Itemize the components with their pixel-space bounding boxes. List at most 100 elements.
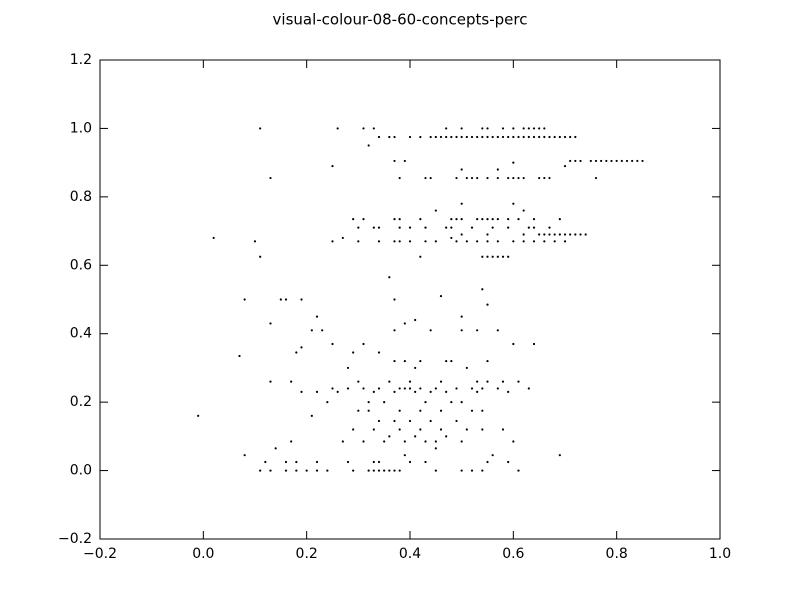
point bbox=[393, 159, 396, 163]
x-tick-label: 0.2 bbox=[296, 546, 318, 562]
point bbox=[331, 342, 334, 346]
point bbox=[501, 127, 505, 130]
point bbox=[460, 329, 463, 332]
point bbox=[553, 240, 556, 243]
point bbox=[372, 460, 375, 464]
point bbox=[429, 419, 432, 423]
point bbox=[491, 226, 494, 229]
point bbox=[439, 428, 443, 431]
point bbox=[455, 419, 458, 423]
point bbox=[538, 176, 541, 180]
point bbox=[460, 202, 463, 205]
point bbox=[569, 135, 572, 139]
point bbox=[321, 329, 324, 332]
point bbox=[600, 159, 603, 163]
point bbox=[398, 217, 401, 221]
point bbox=[563, 164, 567, 168]
point bbox=[357, 380, 360, 383]
point bbox=[574, 159, 577, 163]
point bbox=[434, 209, 437, 212]
point bbox=[424, 176, 427, 180]
point bbox=[517, 217, 520, 221]
point bbox=[393, 329, 396, 332]
point bbox=[496, 329, 499, 332]
point bbox=[481, 135, 484, 139]
point bbox=[377, 240, 381, 243]
point bbox=[388, 276, 391, 279]
point bbox=[352, 351, 355, 354]
point bbox=[476, 390, 479, 393]
point bbox=[476, 217, 479, 221]
point bbox=[507, 390, 510, 393]
point bbox=[532, 226, 536, 229]
point bbox=[491, 217, 494, 221]
point bbox=[445, 127, 448, 130]
point bbox=[398, 428, 401, 431]
point bbox=[243, 298, 246, 301]
point bbox=[543, 135, 546, 139]
point bbox=[269, 176, 272, 180]
point bbox=[238, 354, 241, 358]
point bbox=[460, 401, 463, 404]
point bbox=[408, 419, 412, 423]
point bbox=[450, 401, 453, 404]
point bbox=[414, 390, 417, 393]
point bbox=[284, 460, 288, 464]
point bbox=[424, 440, 427, 443]
point bbox=[377, 387, 381, 390]
point bbox=[465, 428, 468, 431]
point bbox=[543, 176, 546, 180]
point bbox=[460, 127, 463, 130]
point bbox=[548, 176, 551, 180]
point bbox=[496, 168, 499, 171]
point bbox=[496, 255, 499, 258]
point bbox=[341, 236, 344, 240]
point bbox=[408, 460, 412, 464]
point bbox=[481, 255, 484, 258]
point bbox=[393, 469, 396, 472]
point bbox=[419, 428, 422, 431]
point bbox=[352, 469, 355, 472]
point bbox=[362, 217, 365, 221]
point bbox=[393, 390, 396, 393]
point bbox=[532, 217, 536, 221]
point bbox=[553, 135, 556, 139]
point bbox=[538, 127, 541, 130]
point bbox=[372, 127, 375, 130]
point bbox=[517, 135, 520, 139]
point bbox=[476, 176, 479, 180]
point bbox=[512, 176, 515, 180]
point bbox=[486, 359, 489, 363]
point bbox=[434, 135, 437, 139]
point bbox=[424, 226, 427, 229]
x-tick-label: 0.6 bbox=[502, 546, 524, 562]
point bbox=[625, 159, 629, 163]
point bbox=[445, 359, 448, 363]
point bbox=[465, 240, 468, 243]
point bbox=[486, 460, 489, 464]
point bbox=[445, 135, 448, 139]
point bbox=[579, 159, 582, 163]
point bbox=[398, 176, 401, 180]
point bbox=[450, 217, 453, 221]
point bbox=[434, 469, 437, 472]
point bbox=[501, 135, 505, 139]
point bbox=[486, 233, 489, 236]
point bbox=[429, 176, 432, 180]
point bbox=[419, 135, 422, 139]
point bbox=[563, 233, 567, 236]
point bbox=[259, 127, 262, 130]
point bbox=[543, 240, 546, 243]
point bbox=[367, 144, 370, 147]
point bbox=[450, 359, 453, 363]
point bbox=[548, 226, 551, 229]
point bbox=[610, 159, 613, 163]
point bbox=[512, 440, 515, 443]
point bbox=[496, 240, 499, 243]
point bbox=[264, 460, 267, 464]
point bbox=[476, 135, 479, 139]
point bbox=[470, 226, 474, 229]
point bbox=[414, 366, 417, 370]
point bbox=[589, 159, 592, 163]
point bbox=[388, 469, 391, 472]
